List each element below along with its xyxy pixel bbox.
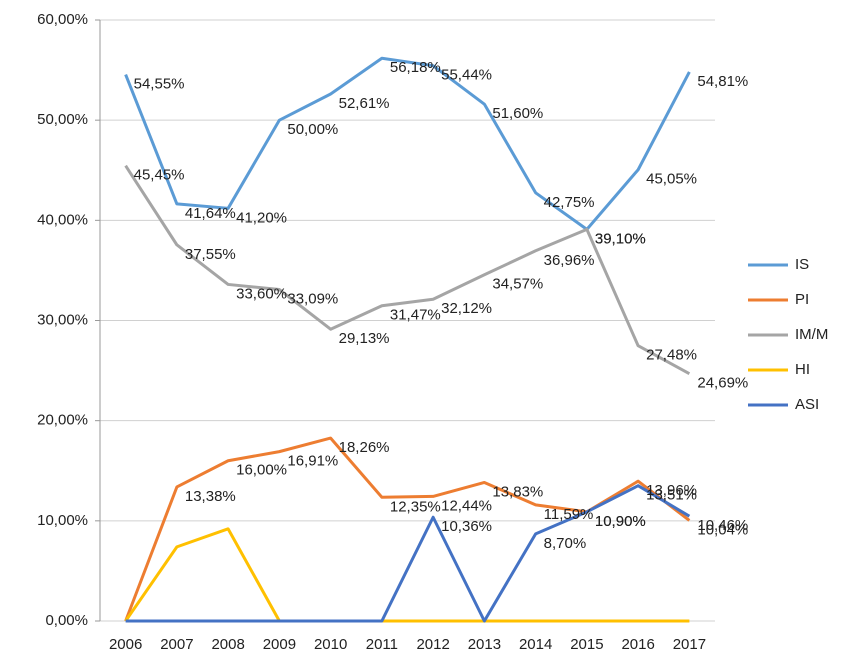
- data-label: 33,60%: [236, 285, 287, 302]
- data-label: 37,55%: [185, 246, 236, 263]
- x-tick-label: 2006: [109, 636, 142, 653]
- data-label: 54,55%: [134, 76, 185, 93]
- x-tick-label: 2008: [211, 636, 244, 653]
- x-tick-label: 2012: [416, 636, 449, 653]
- data-label: 8,70%: [544, 535, 587, 552]
- data-label: 33,09%: [287, 291, 338, 308]
- series-line: [124, 164, 691, 376]
- data-label: 36,96%: [544, 252, 595, 269]
- data-label: 10,36%: [441, 518, 492, 535]
- x-tick-label: 2017: [673, 636, 706, 653]
- y-tick-label: 20,00%: [37, 412, 88, 429]
- data-label: 51,60%: [492, 105, 543, 122]
- data-label: 13,96%: [646, 482, 697, 499]
- data-label: 13,51%: [646, 487, 697, 504]
- legend-label: IM/M: [795, 326, 828, 343]
- legend-label: PI: [795, 291, 809, 308]
- data-label: 11,59%: [544, 506, 594, 523]
- data-label: 39,10%: [595, 230, 646, 247]
- y-tick-label: 30,00%: [37, 311, 88, 328]
- data-label: 27,48%: [646, 347, 697, 364]
- data-label: 24,69%: [697, 375, 748, 392]
- data-label: 39,10%: [595, 230, 646, 247]
- data-label: 54,81%: [697, 73, 748, 90]
- data-label: 12,44%: [441, 497, 492, 514]
- data-label: 10,04%: [697, 521, 748, 538]
- series-line: [125, 484, 691, 623]
- data-label: 41,64%: [185, 205, 236, 222]
- x-tick-label: 2014: [519, 636, 552, 653]
- data-label: 52,61%: [339, 95, 390, 112]
- y-tick-label: 40,00%: [37, 211, 88, 228]
- data-label: 10,46%: [697, 517, 748, 534]
- y-tick-label: 10,00%: [37, 512, 88, 529]
- legend-label: IS: [795, 256, 809, 273]
- data-label: 50,00%: [287, 121, 338, 138]
- y-tick-label: 60,00%: [37, 11, 88, 28]
- data-label: 10,90%: [595, 513, 646, 530]
- data-label: 32,12%: [441, 300, 492, 317]
- data-label: 45,05%: [646, 171, 697, 188]
- data-label: 45,45%: [134, 167, 185, 184]
- legend-label: HI: [795, 361, 810, 378]
- data-label: 41,20%: [236, 209, 287, 226]
- x-tick-label: 2015: [570, 636, 603, 653]
- x-tick-label: 2010: [314, 636, 347, 653]
- data-label: 56,18%: [390, 59, 441, 76]
- data-label: 16,91%: [287, 453, 338, 470]
- y-tick-label: 0,00%: [45, 612, 88, 629]
- data-label: 12,35%: [390, 498, 441, 515]
- data-label: 13,38%: [185, 488, 236, 505]
- series-line: [124, 56, 691, 231]
- x-tick-label: 2011: [366, 636, 398, 653]
- data-label: 13,83%: [492, 483, 543, 500]
- x-tick-label: 2009: [263, 636, 296, 653]
- data-label: 16,00%: [236, 462, 287, 479]
- x-tick-label: 2007: [160, 636, 193, 653]
- legend-label: ASI: [795, 396, 819, 413]
- x-tick-label: 2013: [468, 636, 501, 653]
- data-label: 31,47%: [390, 307, 441, 324]
- series-line: [124, 527, 690, 623]
- data-label: 34,57%: [492, 276, 543, 293]
- data-label: 42,75%: [544, 194, 595, 211]
- y-tick-label: 50,00%: [37, 111, 88, 128]
- data-label: 10,90%: [595, 513, 646, 530]
- data-label: 29,13%: [339, 330, 390, 347]
- data-label: 18,26%: [339, 439, 390, 456]
- x-tick-label: 2016: [621, 636, 654, 653]
- data-label: 55,44%: [441, 67, 492, 84]
